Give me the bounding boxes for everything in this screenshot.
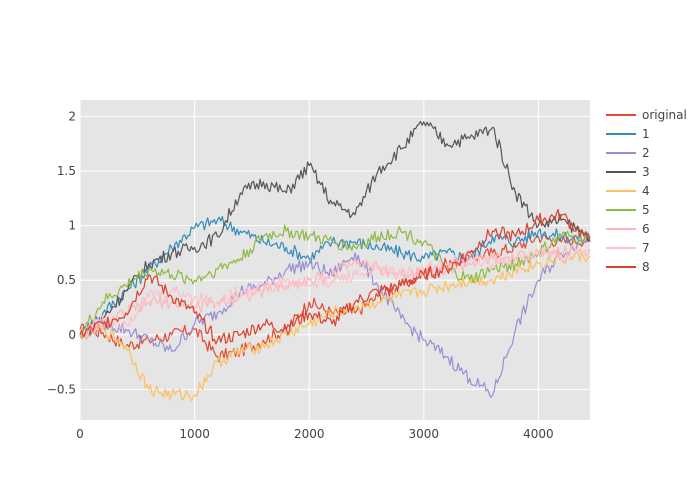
legend-item[interactable]: 7 — [606, 241, 650, 255]
legend-label: 5 — [642, 203, 650, 217]
legend-item[interactable]: 6 — [606, 222, 650, 236]
series-line-8 — [79, 208, 591, 345]
legend-label: 8 — [642, 260, 650, 274]
legend-label: original — [642, 108, 687, 122]
legend-label: 7 — [642, 241, 650, 255]
legend-label: 1 — [642, 127, 650, 141]
y-axis-ticks: −0.5 0 0.5 1 1.5 2 — [47, 109, 76, 396]
y-tick-label: −0.5 — [47, 382, 76, 396]
legend-item[interactable]: 5 — [606, 203, 650, 217]
y-tick-label: 0 — [68, 328, 76, 342]
legend-item[interactable]: original — [606, 108, 687, 122]
y-tick-label: 0.5 — [57, 273, 76, 287]
y-tick-label: 1 — [68, 219, 76, 233]
legend-item[interactable]: 3 — [606, 165, 650, 179]
series-line-4 — [79, 250, 591, 402]
legend[interactable]: original 1 2 3 4 5 6 7 8 — [606, 108, 687, 274]
x-tick-label: 3000 — [409, 427, 440, 441]
x-tick-label: 1000 — [179, 427, 210, 441]
legend-label: 2 — [642, 146, 650, 160]
y-tick-label: 1.5 — [57, 164, 76, 178]
legend-item[interactable]: 8 — [606, 260, 650, 274]
legend-label: 6 — [642, 222, 650, 236]
series-layer — [79, 120, 591, 402]
series-line-5 — [79, 224, 591, 339]
x-tick-label: 2000 — [294, 427, 325, 441]
legend-item[interactable]: 4 — [606, 184, 650, 198]
legend-item[interactable]: 1 — [606, 127, 650, 141]
x-axis-ticks: 0 1000 2000 3000 4000 — [76, 427, 554, 441]
legend-item[interactable]: 2 — [606, 146, 650, 160]
x-tick-label: 4000 — [523, 427, 554, 441]
legend-label: 4 — [642, 184, 650, 198]
legend-label: 3 — [642, 165, 650, 179]
y-tick-label: 2 — [68, 109, 76, 123]
series-line-3 — [79, 120, 591, 338]
x-tick-label: 0 — [76, 427, 84, 441]
